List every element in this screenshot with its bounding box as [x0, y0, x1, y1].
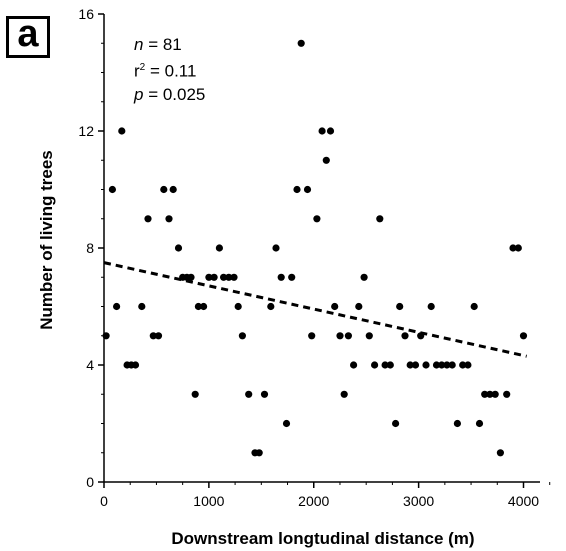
data-point [255, 449, 263, 457]
data-point [392, 419, 400, 428]
trendline [103, 261, 527, 358]
data-point [411, 361, 420, 369]
data-point [282, 419, 291, 428]
x-tick-label: 3000 [403, 493, 434, 509]
data-point [303, 185, 312, 194]
data-point [238, 332, 246, 340]
data-point [326, 127, 335, 135]
x-tick-label: 2000 [298, 493, 329, 509]
x-tick-label: 0 [100, 493, 108, 509]
data-point [191, 390, 199, 398]
data-point [344, 332, 352, 340]
data-point [174, 244, 183, 252]
data-point [297, 39, 305, 47]
data-point [453, 419, 461, 428]
data-point [293, 185, 301, 194]
data-point [160, 185, 168, 194]
data-point [438, 361, 446, 369]
y-tick-label: 16 [78, 6, 94, 22]
data-point [360, 273, 368, 281]
data-point [432, 361, 441, 369]
data-point [371, 361, 379, 369]
data-point [486, 390, 494, 398]
data-point [475, 419, 484, 428]
panel-label: a [6, 15, 50, 58]
stat-n: n = 81 [134, 35, 182, 54]
data-point [401, 332, 409, 340]
data-point [165, 215, 173, 223]
data-point [350, 361, 358, 369]
y-axis-title: Number of living trees [37, 150, 56, 329]
data-point [519, 332, 528, 340]
data-point [187, 273, 195, 281]
data-point [322, 156, 330, 164]
data-point [443, 361, 451, 369]
data-point [154, 332, 163, 340]
data-point [194, 302, 202, 311]
data-point [365, 332, 373, 340]
data-point [225, 273, 233, 281]
data-point [138, 302, 146, 311]
data-point [336, 332, 344, 340]
data-point [509, 244, 517, 252]
data-point [210, 273, 218, 281]
data-point [376, 215, 384, 223]
data-point [331, 302, 339, 311]
stats-annotation: n = 81 r2 = 0.11 p = 0.025 [134, 33, 205, 106]
data-point [288, 273, 296, 281]
data-point [386, 361, 394, 369]
data-point [220, 273, 228, 281]
y-tick-label: 12 [78, 123, 94, 139]
data-point [113, 302, 121, 311]
data-point [234, 302, 242, 311]
x-axis-title: Downstream longtudinal distance (m) [171, 529, 474, 548]
data-point [245, 390, 253, 398]
data-point [215, 244, 223, 252]
data-point [381, 361, 389, 369]
data-point [396, 302, 404, 311]
data-point [355, 302, 363, 311]
data-point [118, 127, 126, 135]
data-point [318, 127, 326, 135]
x-tick-label: 1000 [193, 493, 224, 509]
data-point [144, 215, 152, 223]
data-point [459, 361, 467, 369]
data-point [313, 215, 321, 223]
data-point [491, 390, 499, 398]
axes: 0 4 8 12 16 0 1000 2000 3000 4000 [78, 6, 551, 509]
data-point [260, 390, 269, 398]
stat-p: p = 0.025 [134, 84, 206, 104]
data-point [169, 185, 177, 194]
data-point [205, 273, 213, 281]
data-point [470, 302, 478, 311]
data-point [406, 361, 414, 369]
stat-r2: r2 = 0.11 [134, 61, 197, 81]
data-points [102, 39, 528, 457]
y-tick-label: 4 [86, 357, 94, 373]
data-point [272, 244, 280, 252]
data-point [481, 390, 489, 398]
data-point [464, 361, 472, 369]
data-point [108, 185, 116, 194]
data-point [149, 332, 157, 340]
data-point [448, 361, 456, 369]
data-point [102, 332, 110, 340]
data-point [131, 361, 140, 369]
data-point [503, 390, 511, 398]
trendline-path [103, 261, 527, 358]
data-point [340, 390, 348, 398]
data-point [267, 302, 275, 311]
data-point [422, 361, 430, 369]
data-point [427, 302, 435, 311]
data-point [514, 244, 522, 252]
data-point [496, 449, 504, 457]
y-tick-label: 0 [86, 474, 94, 490]
x-tick-label: 4000 [508, 493, 539, 509]
y-tick-label: 8 [86, 240, 94, 256]
data-point [277, 273, 285, 281]
data-point [230, 273, 238, 281]
data-point [308, 332, 316, 340]
data-point [200, 302, 208, 311]
